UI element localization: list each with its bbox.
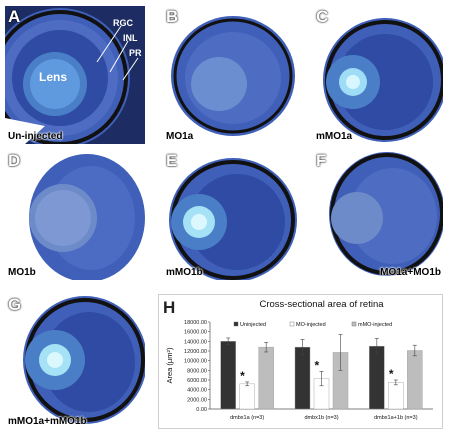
panel-caption-d: MO1b — [8, 267, 36, 278]
y-tick-label: 16000.00 — [184, 330, 207, 336]
y-tick-label: 18000.00 — [184, 320, 207, 326]
retina-image-a — [5, 6, 145, 144]
y-tick-label: 0.00 — [196, 407, 207, 413]
panel-label-c: C — [316, 7, 329, 26]
y-tick-label: 4000.00 — [187, 388, 207, 394]
legend-label: Uninjected — [240, 322, 266, 328]
y-tick-label: 14000.00 — [184, 339, 207, 345]
panel-d: D MO1b — [5, 150, 145, 280]
x-tick-label: dmbx1b (n=3) — [304, 415, 338, 421]
chart-border — [158, 294, 443, 429]
panel-caption-g: mMO1a+mMO1b — [8, 416, 87, 427]
chart-title: Cross-sectional area of retina — [259, 299, 384, 310]
legend-swatch — [233, 321, 239, 327]
retina-image-c — [313, 6, 443, 144]
panel-label-d: D — [8, 151, 21, 170]
inl-label: INL — [123, 33, 138, 43]
bar — [258, 346, 274, 410]
panel-g: G mMO1a+mMO1b — [5, 294, 145, 429]
legend-swatch — [351, 321, 357, 327]
bar — [294, 346, 311, 410]
panel-label-h: H — [163, 298, 176, 317]
rgc-label: RGC — [113, 18, 133, 28]
bar — [388, 382, 404, 410]
retina-image-f — [313, 150, 443, 280]
panel-caption-f: MO1a+MO1b — [380, 267, 441, 278]
significance-marker: * — [315, 358, 320, 372]
retina-image-d — [5, 150, 145, 280]
panel-a: A RGC INL PR Lens Un-injected — [5, 6, 145, 144]
panel-c: C mMO1a — [313, 6, 443, 144]
significance-marker: * — [389, 367, 394, 381]
legend-label: MO-injected — [296, 322, 326, 328]
pr-label: PR — [129, 48, 142, 58]
panel-caption-a: Un-injected — [8, 131, 63, 142]
retina-image-e — [163, 150, 298, 280]
panel-label-g: G — [8, 295, 22, 314]
panel-b: B MO1a — [163, 6, 298, 144]
retina-image-g — [5, 294, 145, 429]
lens-label: Lens — [39, 70, 68, 84]
panel-label-e: E — [166, 151, 178, 170]
bar — [239, 383, 255, 410]
legend-label: mMO-injected — [358, 322, 392, 328]
panel-label-b: B — [166, 7, 179, 26]
bar — [369, 345, 385, 410]
y-axis-label: Area (μm²) — [165, 347, 174, 383]
bar — [407, 350, 423, 410]
retina-image-b — [163, 6, 298, 144]
panel-f: F MO1a+MO1b — [313, 150, 443, 280]
panel-caption-b: MO1a — [166, 131, 194, 142]
y-tick-label: 2000.00 — [187, 397, 207, 403]
significance-marker: * — [240, 369, 245, 383]
bar — [220, 341, 236, 410]
panel-caption-c: mMO1a — [316, 131, 353, 142]
panel-caption-e: mMO1b — [166, 267, 203, 278]
x-tick-label: dmbx1a+1b (n=3) — [374, 415, 418, 421]
y-tick-label: 10000.00 — [184, 359, 207, 365]
x-tick-label: dmbx1a (n=3) — [230, 415, 264, 421]
panel-label-a: A — [8, 7, 21, 26]
y-tick-label: 12000.00 — [184, 349, 207, 355]
panel-label-f: F — [316, 151, 327, 170]
bar-chart: Cross-sectional area of retina 0.00 2000.0… — [158, 294, 443, 429]
panel-e: E mMO1b — [163, 150, 298, 280]
chart-panel: Cross-sectional area of retina 0.00 2000.0… — [158, 294, 443, 429]
legend-swatch — [289, 321, 295, 327]
y-tick-label: 6000.00 — [187, 378, 207, 384]
y-tick-label: 8000.00 — [187, 368, 207, 374]
